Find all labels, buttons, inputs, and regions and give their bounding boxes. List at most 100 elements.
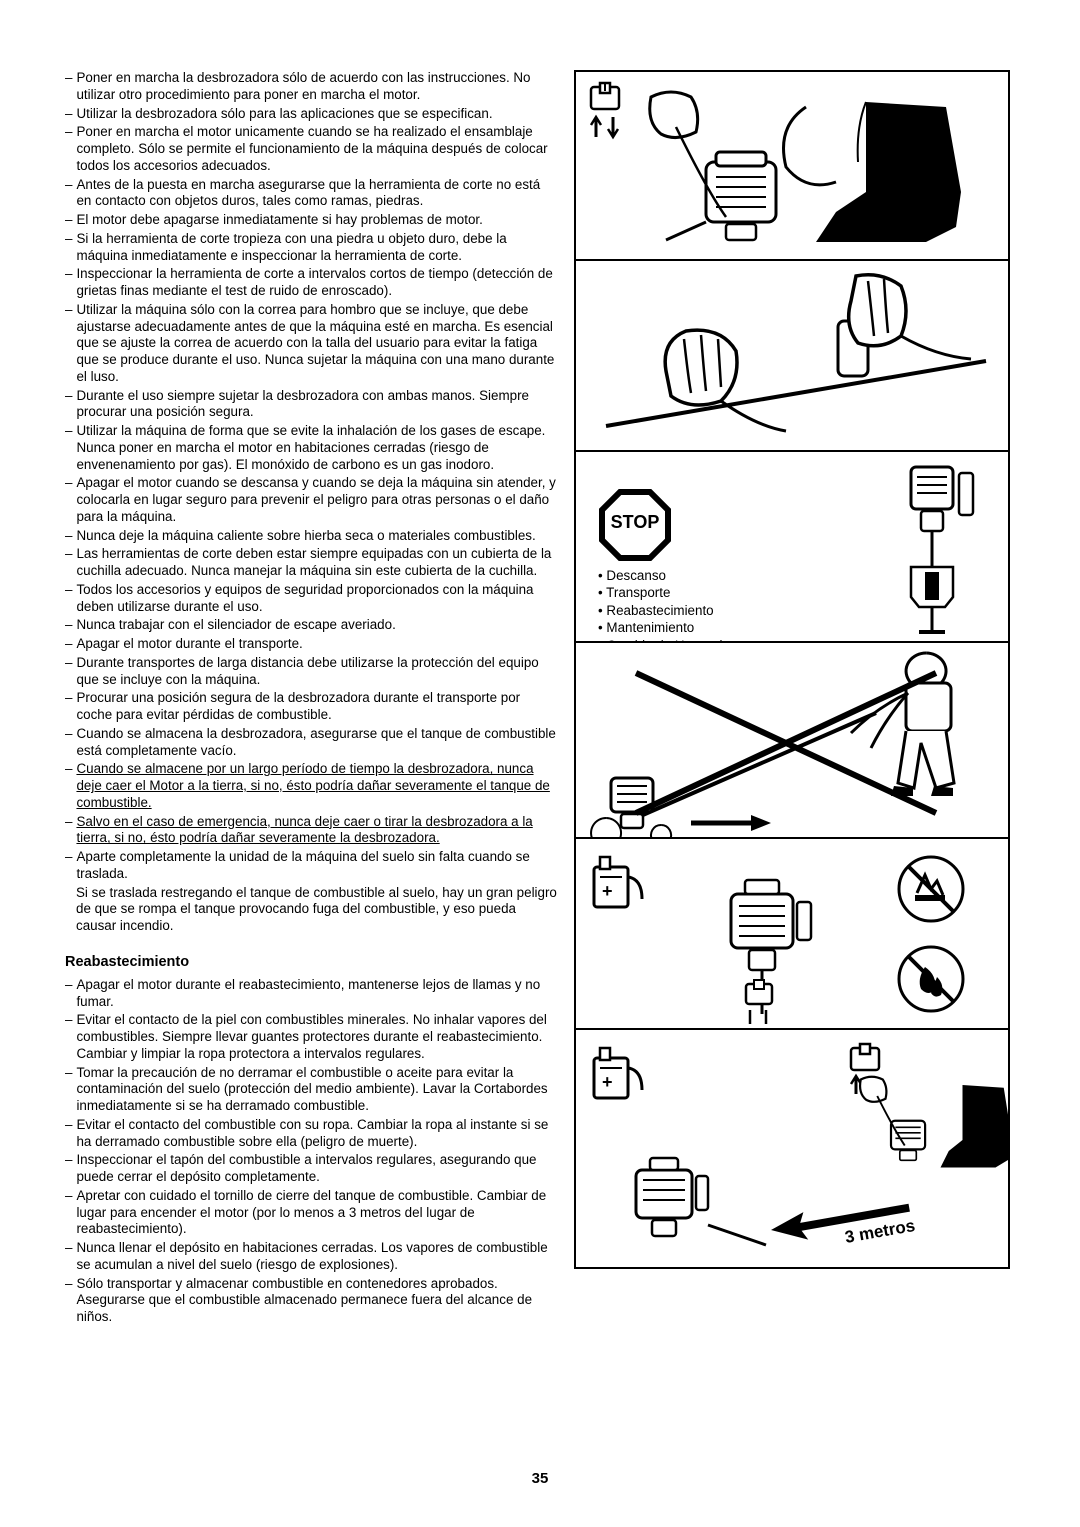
list-item: –Cuando se almacene por un largo período…: [65, 761, 558, 811]
list-item-text: Sólo transportar y almacenar combustible…: [76, 1276, 558, 1326]
dash-bullet: –: [65, 690, 76, 724]
list-item: –El motor debe apagarse inmediatamente s…: [65, 212, 558, 229]
left-column: – Poner en marcha la desbrozadora sólo de…: [65, 70, 558, 1328]
list-item: –Procurar una posición segura de la desb…: [65, 690, 558, 724]
list-item-text: Cuando se almacene por un largo período …: [76, 761, 558, 811]
list-item-text: Poner en marcha la desbrozadora sólo de …: [76, 70, 558, 104]
list-item: –Poner en marcha el motor unicamente cua…: [65, 124, 558, 174]
list-item: –Si la herramienta de corte tropieza con…: [65, 231, 558, 265]
list-item: –Las herramientas de corte deben estar s…: [65, 546, 558, 580]
list-item: –Nunca trabajar con el silenciador de es…: [65, 617, 558, 634]
list-item: –Apagar el motor cuando se descansa y cu…: [65, 475, 558, 525]
dash-bullet: –: [65, 726, 76, 760]
dash-bullet: –: [65, 655, 76, 689]
list-item: –Aparte completamente la unidad de la má…: [65, 849, 558, 883]
instruction-list-2: –Apagar el motor durante el reabastecimi…: [65, 977, 558, 1326]
list-item-text: Procurar una posición segura de la desbr…: [76, 690, 558, 724]
list-item: –Sólo transportar y almacenar combustibl…: [65, 1276, 558, 1326]
figure-two-hands: [574, 261, 1010, 452]
figure-stop: STOP DescansoTransporteReabastecimientoM…: [574, 452, 1010, 643]
section-heading-reabastecimiento: Reabastecimiento: [65, 953, 558, 971]
list-item-text: Inspeccionar la herramienta de corte a i…: [76, 266, 558, 300]
list-item: –Evitar el contacto de la piel con combu…: [65, 1012, 558, 1062]
list-item: –Salvo en el caso de emergencia, nunca d…: [65, 814, 558, 848]
dash-bullet: –: [65, 546, 76, 580]
list-item-text: Cuando se almacena la desbrozadora, aseg…: [76, 726, 558, 760]
list-item-text: Durante el uso siempre sujetar la desbro…: [76, 388, 558, 422]
dash-bullet: –: [65, 814, 76, 848]
list-item-text: Nunca deje la máquina caliente sobre hie…: [76, 528, 558, 545]
dash-bullet: –: [65, 617, 76, 634]
list-item-subtext: Si se traslada restregando el tanque de …: [65, 885, 558, 935]
dash-bullet: –: [65, 1065, 76, 1115]
dash-bullet: –: [65, 423, 76, 473]
list-item: –Antes de la puesta en marcha asegurarse…: [65, 177, 558, 211]
dash-bullet: –: [65, 1188, 76, 1238]
dash-bullet: –: [65, 1117, 76, 1151]
list-item: –Durante transportes de larga distancia …: [65, 655, 558, 689]
dash-bullet: –: [65, 388, 76, 422]
list-item-text: Inspeccionar el tapón del combustible a …: [76, 1152, 558, 1186]
dash-bullet: –: [65, 266, 76, 300]
list-item-text: Evitar el contacto de la piel con combus…: [76, 1012, 558, 1062]
right-column: STOP DescansoTransporteReabastecimientoM…: [574, 70, 1010, 1328]
svg-text:+: +: [602, 1072, 613, 1092]
dash-bullet: –: [65, 636, 76, 653]
instruction-list-1: –Poner en marcha la desbrozadora sólo de…: [65, 70, 558, 935]
list-item: –Todos los accesorios y equipos de segur…: [65, 582, 558, 616]
list-item: –Cuando se almacena la desbrozadora, ase…: [65, 726, 558, 760]
list-item-text: Apretar con cuidado el tornillo de cierr…: [76, 1188, 558, 1238]
list-item: –Apagar el motor durante el transporte.: [65, 636, 558, 653]
list-item: –Apretar con cuidado el tornillo de cier…: [65, 1188, 558, 1238]
list-item: –Utilizar la máquina sólo con la correa …: [65, 302, 558, 386]
list-item-text: Durante transportes de larga distancia d…: [76, 655, 558, 689]
list-item-text: Todos los accesorios y equipos de seguri…: [76, 582, 558, 616]
list-item: –Nunca deje la máquina caliente sobre hi…: [65, 528, 558, 545]
list-item-text: Evitar el contacto del combustible con s…: [76, 1117, 558, 1151]
dash-bullet: –: [65, 1276, 76, 1326]
list-item-text: Apagar el motor durante el transporte.: [76, 636, 558, 653]
dash-bullet: –: [65, 1152, 76, 1186]
list-item-text: Utilizar la máquina sólo con la correa p…: [76, 302, 558, 386]
list-item: –Poner en marcha la desbrozadora sólo de…: [65, 70, 558, 104]
list-item: –Inspeccionar el tapón del combustible a…: [65, 1152, 558, 1186]
list-item-text: Tomar la precaución de no derramar el co…: [76, 1065, 558, 1115]
page-number: 35: [0, 1470, 1080, 1487]
list-item-text: Si la herramienta de corte tropieza con …: [76, 231, 558, 265]
list-item: –Durante el uso siempre sujetar la desbr…: [65, 388, 558, 422]
list-item: –Nunca llenar el depósito en habitacione…: [65, 1240, 558, 1274]
list-item-text: Las herramientas de corte deben estar si…: [76, 546, 558, 580]
svg-text:+: +: [602, 881, 613, 901]
list-item-text: Utilizar la máquina de forma que se evit…: [76, 423, 558, 473]
dash-bullet: –: [65, 977, 76, 1011]
list-item: –Tomar la precaución de no derramar el c…: [65, 1065, 558, 1115]
list-item-text: Nunca llenar el depósito en habitaciones…: [76, 1240, 558, 1274]
list-item: –Evitar el contacto del combustible con …: [65, 1117, 558, 1151]
dash-bullet: –: [65, 212, 76, 229]
dash-bullet: –: [65, 582, 76, 616]
dash-bullet: –: [65, 475, 76, 525]
list-item: –Inspeccionar la herramienta de corte a …: [65, 266, 558, 300]
figure-pull-start: [574, 70, 1010, 261]
dash-bullet: –: [65, 1012, 76, 1062]
list-item-text: Utilizar la desbrozadora sólo para las a…: [76, 106, 558, 123]
list-item-text: Salvo en el caso de emergencia, nunca de…: [76, 814, 558, 848]
dash-bullet: –: [65, 528, 76, 545]
dash-bullet: –: [65, 177, 76, 211]
list-item: –Utilizar la desbrozadora sólo para las …: [65, 106, 558, 123]
dash-bullet: –: [65, 302, 76, 386]
dash-bullet: –: [65, 1240, 76, 1274]
dash-bullet: –: [65, 106, 76, 123]
list-item-text: Apagar el motor cuando se descansa y cua…: [76, 475, 558, 525]
dash-bullet: –: [65, 124, 76, 174]
dash-bullet: –: [65, 761, 76, 811]
list-item: –Utilizar la máquina de forma que se evi…: [65, 423, 558, 473]
dash-bullet: –: [65, 70, 76, 104]
list-item: –Apagar el motor durante el reabastecimi…: [65, 977, 558, 1011]
dash-bullet: –: [65, 849, 76, 883]
dash-bullet: –: [65, 231, 76, 265]
list-item-text: El motor debe apagarse inmediatamente si…: [76, 212, 558, 229]
list-item-text: Apagar el motor durante el reabastecimie…: [76, 977, 558, 1011]
list-item-text: Nunca trabajar con el silenciador de esc…: [76, 617, 558, 634]
list-item-text: Antes de la puesta en marcha asegurarse …: [76, 177, 558, 211]
